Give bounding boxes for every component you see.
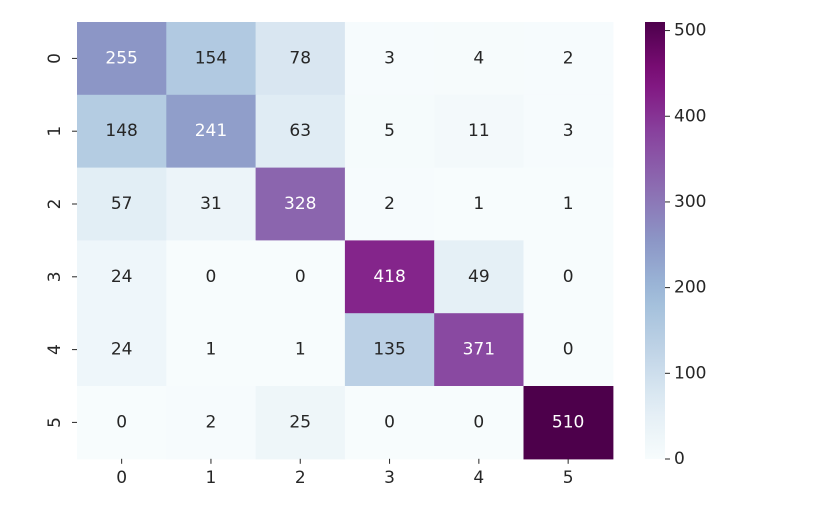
cell-value-r3-c2: 0 [295, 267, 306, 287]
heatmap-cell-r4-c1 [166, 313, 257, 387]
cell-value-r4-c2: 1 [295, 340, 306, 360]
heatmap-cell-r2-c0 [77, 167, 167, 241]
cell-value-r0-c1: 154 [195, 48, 227, 68]
colorbar: 0 100 200 300 400 500 [645, 21, 706, 469]
cell-value-r2-c0: 57 [111, 194, 133, 214]
cell-value-r0-c2: 78 [289, 48, 311, 68]
heatmap-cell-r4-c3 [344, 313, 435, 387]
heatmap-cell-r2-c4 [434, 167, 525, 241]
y-tick-label-1: 1 [45, 126, 65, 137]
cell-value-r4-c0: 24 [111, 340, 133, 360]
heatmap-cell-r2-c3 [344, 167, 435, 241]
heatmap-cell-r0-c0 [77, 22, 167, 96]
cell-value-r4-c4: 371 [463, 340, 495, 360]
cell-value-r4-c3: 135 [373, 340, 405, 360]
colorbar-tick-label-0: 0 [674, 449, 685, 469]
heatmap-cell-r3-c2 [255, 240, 346, 314]
cell-value-r5-c1: 2 [206, 412, 217, 432]
heatmap-cell-r3-c4 [434, 240, 525, 314]
heatmap-cell-r1-c5 [523, 94, 614, 169]
cell-value-r3-c3: 418 [373, 267, 405, 287]
y-tick-label-0: 0 [45, 53, 65, 64]
heatmap-cell-r2-c5 [523, 167, 614, 241]
cell-value-r2-c2: 328 [284, 194, 316, 214]
heatmap-cell-r4-c0 [77, 313, 167, 387]
cell-value-r1-c4: 11 [468, 121, 490, 141]
colorbar-tick-label-5: 500 [674, 21, 706, 41]
y-axis: 0 1 2 3 4 5 [45, 53, 77, 428]
heatmap-cell-r0-c2 [255, 22, 346, 96]
heatmap-cell-r0-c3 [344, 22, 435, 96]
x-axis: 0 1 2 3 4 5 [116, 458, 574, 488]
cell-value-r0-c0: 255 [105, 48, 137, 68]
cell-value-r5-c2: 25 [289, 412, 311, 432]
cell-value-r5-c3: 0 [384, 412, 395, 432]
cell-value-r2-c5: 1 [563, 194, 574, 214]
cell-value-r1-c2: 63 [289, 121, 311, 141]
cell-value-r5-c0: 0 [116, 412, 127, 432]
cell-value-r0-c4: 4 [473, 48, 484, 68]
heatmap-cell-r3-c5 [523, 240, 614, 314]
heatmap-cell-r5-c5 [523, 386, 614, 460]
heatmap-cell-r3-c1 [166, 240, 257, 314]
colorbar-gradient [645, 22, 665, 459]
cell-value-r1-c1: 241 [195, 121, 227, 141]
cell-value-r2-c3: 2 [384, 194, 395, 214]
x-tick-label-4: 4 [473, 468, 484, 488]
heatmap-cell-r0-c1 [166, 22, 257, 96]
y-tick-label-5: 5 [45, 417, 65, 428]
heatmap-cell-r0-c4 [434, 22, 525, 96]
heatmap-cell-r5-c4 [434, 386, 525, 460]
heatmap-cell-r1-c1 [166, 94, 257, 169]
x-tick-label-0: 0 [116, 468, 127, 488]
heatmap-cell-r4-c4 [434, 313, 525, 387]
cell-value-r3-c4: 49 [468, 267, 490, 287]
heatmap-cell-r3-c0 [77, 240, 167, 314]
heatmap-cell-r2-c2 [255, 167, 346, 241]
cell-value-r3-c5: 0 [563, 267, 574, 287]
heatmap-cell-r2-c1 [166, 167, 257, 241]
cell-value-r0-c3: 3 [384, 48, 395, 68]
cell-value-r3-c0: 24 [111, 267, 133, 287]
heatmap-cell-r3-c3 [344, 240, 435, 314]
y-tick-label-2: 2 [45, 199, 65, 210]
colorbar-tick-label-3: 300 [674, 192, 706, 212]
heatmap-cell-r4-c2 [255, 313, 346, 387]
heatmap-cell-r1-c3 [344, 94, 435, 169]
heatmap-cell-r5-c2 [255, 386, 346, 460]
cell-value-r1-c0: 148 [105, 121, 137, 141]
x-tick-label-3: 3 [384, 468, 395, 488]
colorbar-tick-label-1: 100 [674, 363, 706, 383]
heatmap-cell-r5-c3 [344, 386, 435, 460]
cell-value-r1-c5: 3 [563, 121, 574, 141]
cell-value-r1-c3: 5 [384, 121, 395, 141]
colorbar-tick-label-4: 400 [674, 106, 706, 126]
heatmap-cell-r1-c2 [255, 94, 346, 169]
cell-value-r5-c5: 510 [552, 412, 584, 432]
heatmap-cell-r0-c5 [523, 22, 614, 96]
cell-value-r4-c1: 1 [206, 340, 217, 360]
cell-value-r3-c1: 0 [206, 267, 217, 287]
x-tick-label-1: 1 [206, 468, 217, 488]
cell-value-r2-c4: 1 [473, 194, 484, 214]
heatmap-cell-r1-c4 [434, 94, 525, 169]
y-tick-label-4: 4 [45, 344, 65, 355]
heatmap-cells [77, 22, 614, 460]
colorbar-tick-label-2: 200 [674, 278, 706, 298]
cell-value-r4-c5: 0 [563, 340, 574, 360]
heatmap-cell-r4-c5 [523, 313, 614, 387]
cell-value-r0-c5: 2 [563, 48, 574, 68]
heatmap-cell-r5-c0 [77, 386, 167, 460]
heatmap-cell-r5-c1 [166, 386, 257, 460]
heatmap-cell-r1-c0 [77, 94, 167, 169]
x-tick-label-2: 2 [295, 468, 306, 488]
cell-value-r2-c1: 31 [200, 194, 222, 214]
y-tick-label-3: 3 [45, 271, 65, 282]
x-tick-label-5: 5 [563, 468, 574, 488]
cell-value-r5-c4: 0 [473, 412, 484, 432]
